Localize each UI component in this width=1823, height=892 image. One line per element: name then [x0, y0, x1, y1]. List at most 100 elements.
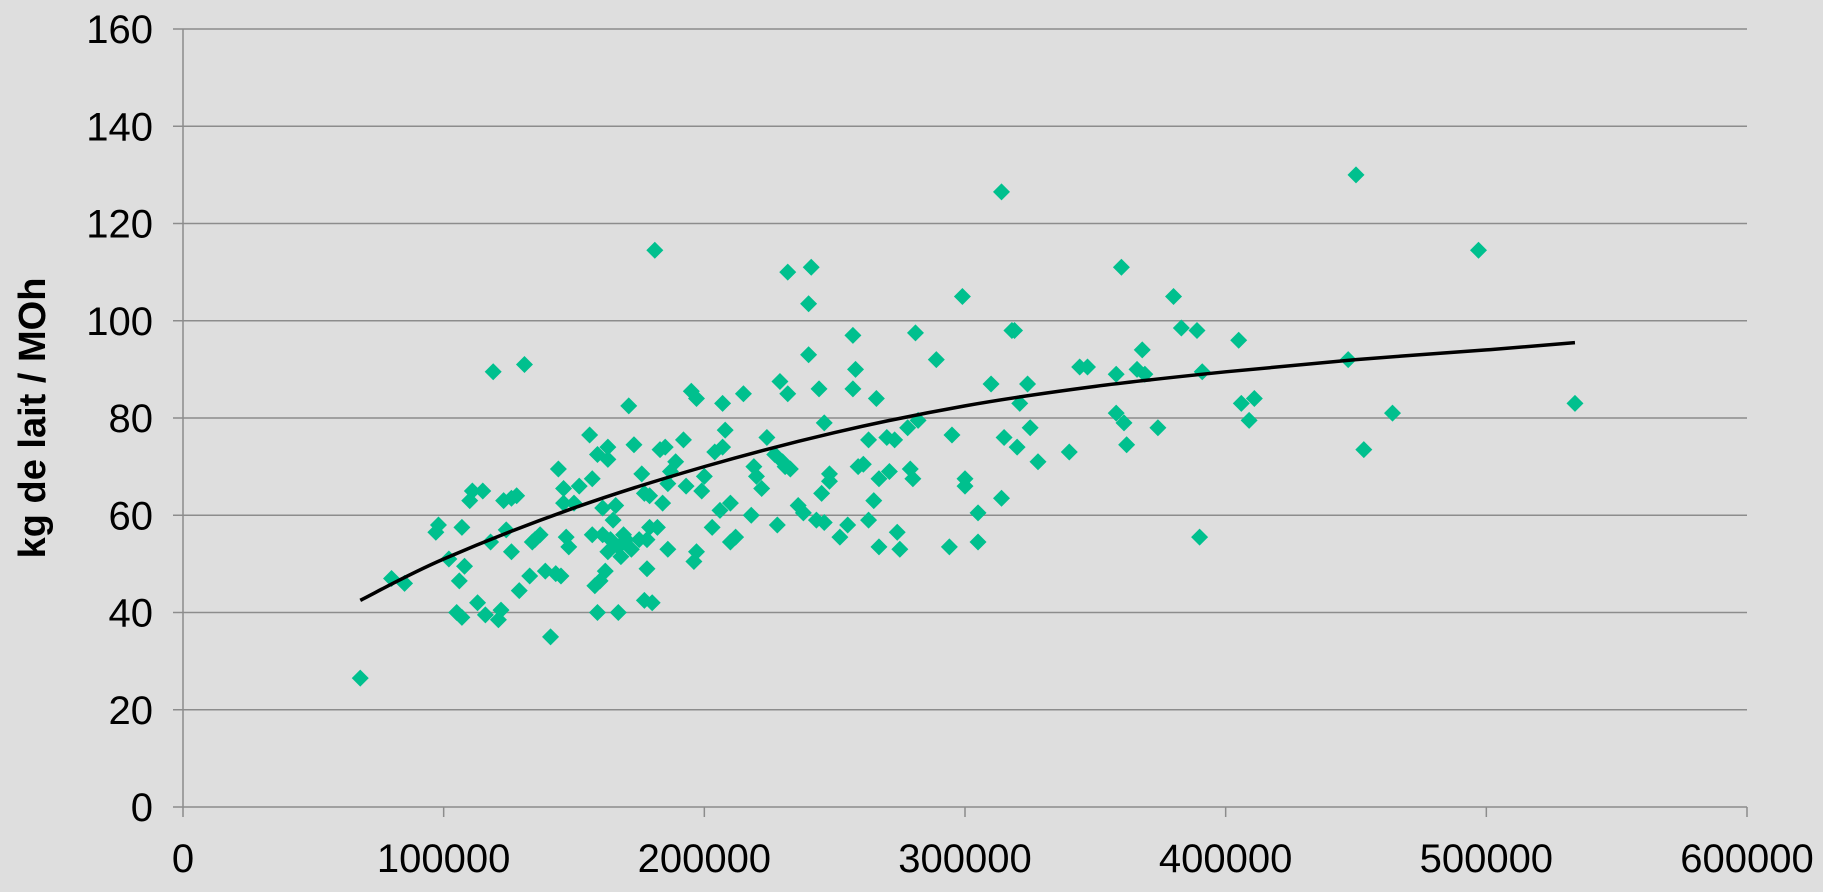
- data-point: [907, 324, 924, 341]
- data-point: [865, 492, 882, 509]
- y-tick-label: 140: [86, 105, 153, 149]
- data-point: [1194, 363, 1211, 380]
- data-point: [1384, 405, 1401, 422]
- tick-labels: 0204060801001201401600 100000 200000 300000…: [86, 8, 1813, 881]
- data-point: [659, 541, 676, 558]
- data-point: [1019, 375, 1036, 392]
- data-point: [633, 465, 650, 482]
- data-point: [758, 429, 775, 446]
- data-point: [485, 363, 502, 380]
- data-point: [607, 497, 624, 514]
- data-point: [735, 385, 752, 402]
- data-point: [983, 375, 1000, 392]
- data-point: [1118, 436, 1135, 453]
- x-tick-label: 400000: [1159, 837, 1292, 881]
- data-point: [610, 604, 627, 621]
- data-point: [1230, 332, 1247, 349]
- x-tick-label: 100000: [377, 837, 510, 881]
- data-point: [996, 429, 1013, 446]
- x-tick-label: 300000: [898, 837, 1031, 881]
- data-point: [1113, 259, 1130, 276]
- y-tick-label: 160: [86, 8, 153, 52]
- axes: [173, 29, 1747, 817]
- data-point: [1165, 288, 1182, 305]
- data-point: [589, 604, 606, 621]
- data-point: [954, 288, 971, 305]
- data-point: [800, 295, 817, 312]
- data-point: [1348, 166, 1365, 183]
- data-point: [625, 436, 642, 453]
- data-point: [704, 519, 721, 536]
- data-point: [941, 538, 958, 555]
- data-point: [891, 541, 908, 558]
- data-point: [889, 524, 906, 541]
- data-point: [693, 482, 710, 499]
- data-point: [1566, 395, 1583, 412]
- data-point: [800, 346, 817, 363]
- data-point: [993, 183, 1010, 200]
- data-point: [550, 461, 567, 478]
- data-point: [594, 499, 611, 516]
- data-point: [646, 242, 663, 259]
- data-point: [1188, 322, 1205, 339]
- data-point: [352, 670, 369, 687]
- data-point: [811, 380, 828, 397]
- data-point: [1355, 441, 1372, 458]
- data-point: [816, 414, 833, 431]
- data-point: [860, 512, 877, 529]
- data-point: [542, 628, 559, 645]
- data-point: [1022, 419, 1039, 436]
- data-point: [1134, 341, 1151, 358]
- trendline: [360, 343, 1575, 601]
- data-point: [970, 533, 987, 550]
- data-point: [451, 572, 468, 589]
- data-point: [743, 507, 760, 524]
- data-point: [717, 422, 734, 439]
- y-axis-title: kg de lait / MOh: [12, 278, 54, 559]
- y-tick-label: 120: [86, 203, 153, 247]
- data-points: [352, 166, 1584, 686]
- data-point: [516, 356, 533, 373]
- data-point: [714, 395, 731, 412]
- data-point: [868, 390, 885, 407]
- data-point: [847, 361, 864, 378]
- data-point: [769, 516, 786, 533]
- data-point: [860, 431, 877, 448]
- data-point: [453, 519, 470, 536]
- data-point: [474, 482, 491, 499]
- data-point: [779, 264, 796, 281]
- data-point: [870, 538, 887, 555]
- data-point: [844, 380, 861, 397]
- data-point: [696, 468, 713, 485]
- data-point: [928, 351, 945, 368]
- x-tick-label: 500000: [1420, 837, 1553, 881]
- data-point: [844, 327, 861, 344]
- data-point: [620, 397, 637, 414]
- trendline-layer: [360, 343, 1575, 601]
- data-point: [511, 582, 528, 599]
- data-point: [1009, 439, 1026, 456]
- data-point: [521, 568, 538, 585]
- data-point: [675, 431, 692, 448]
- y-tick-label: 100: [86, 300, 153, 344]
- data-point: [1470, 242, 1487, 259]
- y-tick-label: 60: [109, 494, 154, 538]
- data-point: [1029, 453, 1046, 470]
- data-point: [1191, 529, 1208, 546]
- x-tick-label: 600000: [1680, 837, 1813, 881]
- y-tick-label: 80: [109, 397, 154, 441]
- y-tick-label: 0: [131, 786, 153, 830]
- data-point: [993, 490, 1010, 507]
- y-tick-label: 20: [109, 689, 154, 733]
- data-point: [503, 543, 520, 560]
- data-point: [970, 504, 987, 521]
- data-point: [1149, 419, 1166, 436]
- data-point: [678, 478, 695, 495]
- data-point: [555, 480, 572, 497]
- data-point: [1061, 444, 1078, 461]
- data-point: [1006, 322, 1023, 339]
- data-point: [605, 512, 622, 529]
- data-point: [803, 259, 820, 276]
